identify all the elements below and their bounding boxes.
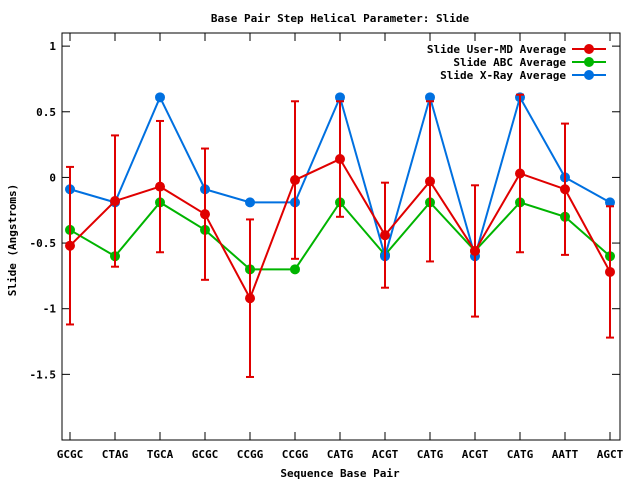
data-point (335, 92, 345, 103)
series-layer (65, 92, 615, 378)
x-tick-label: AGCT (597, 448, 624, 461)
y-axis-label: Slide (Angstroms) (6, 184, 19, 297)
y-tick-label: -0.5 (30, 237, 57, 250)
series-0 (65, 93, 615, 378)
x-tick-label: GCGC (57, 448, 84, 461)
data-point (290, 264, 300, 275)
x-tick-label: CTAG (102, 448, 129, 461)
x-tick-label: CATG (507, 448, 534, 461)
data-point (65, 240, 75, 251)
data-point (560, 184, 570, 195)
data-point (245, 197, 255, 208)
y-tick-label: 1 (49, 40, 56, 53)
data-point (155, 92, 165, 103)
y-tick-label: 0.5 (36, 106, 56, 119)
x-tick-label: CATG (417, 448, 444, 461)
x-tick-label: CATG (327, 448, 354, 461)
plot-area-frame (61, 32, 621, 441)
data-point (605, 266, 615, 277)
legend-label: Slide ABC Average (453, 56, 566, 69)
x-tick-label: CCGG (282, 448, 309, 461)
legend-marker (584, 70, 594, 80)
x-tick-label: CCGG (237, 448, 264, 461)
x-axis-label: Sequence Base Pair (280, 467, 400, 480)
data-point (335, 154, 345, 165)
legend-marker (584, 57, 594, 67)
data-point (515, 168, 525, 179)
data-point (425, 92, 435, 103)
data-point (380, 230, 390, 241)
y-tick-label: 0 (49, 171, 56, 184)
chart-title: Base Pair Step Helical Parameter: Slide (211, 12, 470, 25)
data-point (200, 209, 210, 220)
x-tick-label: GCGC (192, 448, 219, 461)
data-point (245, 293, 255, 304)
x-tick-label: ACGT (372, 448, 399, 461)
legend-marker (584, 44, 594, 54)
legend-label: Slide X-Ray Average (440, 69, 566, 82)
legend-label: Slide User-MD Average (427, 43, 566, 56)
y-tick-label: -1 (43, 303, 57, 316)
y-axis: 1 0.5 0 -0.5 -1 -1.5 (30, 40, 620, 381)
x-tick-label: AATT (552, 448, 579, 461)
x-tick-label: ACGT (462, 448, 489, 461)
data-point (605, 197, 615, 208)
y-tick-label: -1.5 (30, 368, 57, 381)
data-point (155, 181, 165, 192)
data-point (470, 245, 480, 256)
x-axis: GCGC CTAG TGCA GCGC CCGG CCGG CATG ACGT CATG ACGT… (57, 33, 624, 461)
x-tick-label: TGCA (147, 448, 174, 461)
data-point (425, 176, 435, 187)
data-point (290, 175, 300, 186)
data-point (110, 196, 120, 207)
